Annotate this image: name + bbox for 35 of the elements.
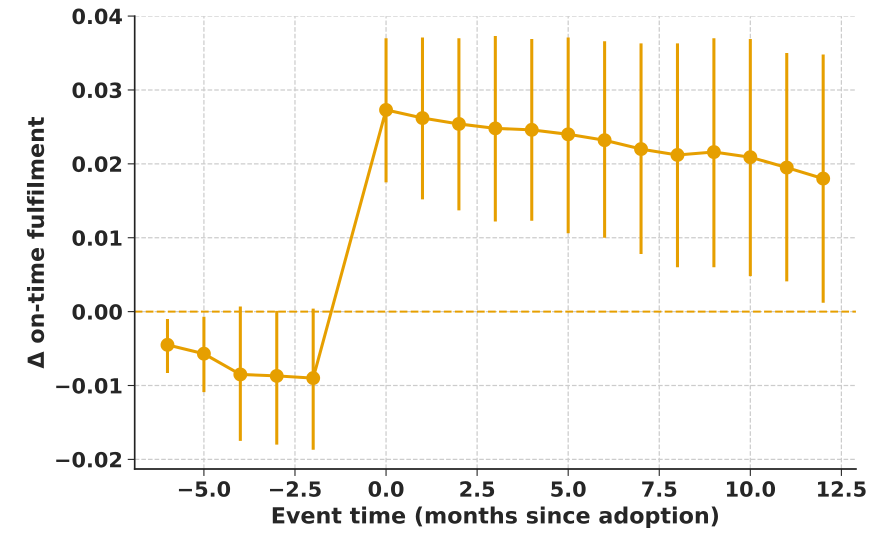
point: [452, 117, 466, 131]
point: [561, 127, 576, 142]
y-tick-label: −0.02: [56, 452, 122, 468]
x-tick-label: 2.5: [460, 481, 494, 497]
point: [524, 122, 539, 137]
y-tick-label: 0.04: [72, 8, 122, 24]
x-axis-title: Event time (months since adoption): [272, 506, 718, 528]
point: [416, 111, 430, 125]
point: [488, 121, 502, 136]
y-axis-title: Δ on-time fulfilment: [26, 116, 44, 368]
point: [634, 142, 648, 156]
x-tick-label: 0.0: [368, 481, 404, 497]
point: [306, 371, 320, 386]
point: [196, 346, 211, 361]
y-tick-label: 0.00: [72, 304, 122, 320]
point: [780, 160, 794, 174]
x-tick-label: −2.5: [270, 481, 321, 497]
x-tick-label: 10.0: [726, 481, 776, 497]
point: [270, 368, 284, 383]
point: [706, 145, 721, 159]
y-tick-label: 0.01: [72, 230, 122, 246]
y-tick-label: −0.01: [56, 378, 122, 394]
point: [160, 338, 174, 352]
point: [743, 150, 758, 164]
y-tick-label: 0.03: [72, 82, 122, 98]
y-tick-label: 0.02: [72, 156, 122, 172]
point: [379, 102, 393, 117]
point: [233, 367, 248, 382]
x-tick-label: 12.5: [818, 481, 866, 497]
x-tick-label: 7.5: [642, 481, 676, 497]
x-tick-label: −5.0: [178, 481, 230, 497]
point: [670, 148, 684, 162]
x-tick-label: 5.0: [551, 481, 586, 497]
point: [816, 172, 830, 186]
point: [598, 133, 612, 148]
